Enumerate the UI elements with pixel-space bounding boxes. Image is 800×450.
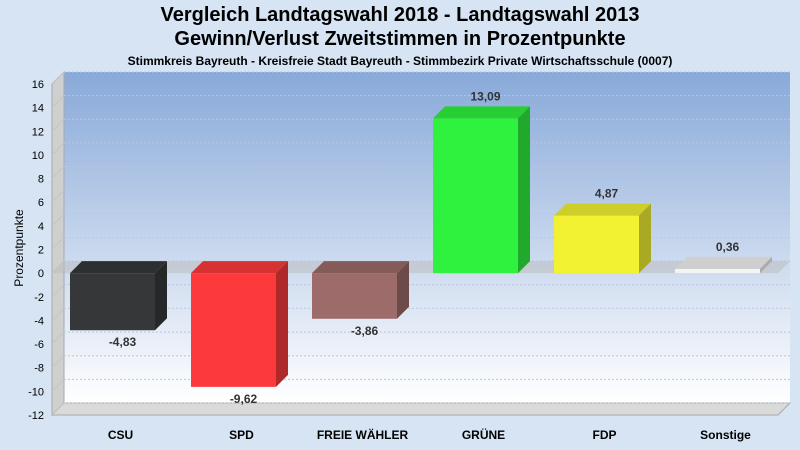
bar-top <box>312 261 409 274</box>
bar-side <box>276 261 288 387</box>
bar <box>554 215 639 274</box>
gridline-side <box>51 355 65 369</box>
bar <box>433 118 518 274</box>
x-tick-label: FREIE WÄHLER <box>317 427 409 442</box>
gridline-side <box>51 166 65 179</box>
bar-value-label: 13,09 <box>470 89 500 103</box>
y-tick-label: -6 <box>34 339 44 351</box>
y-tick-label: 6 <box>38 197 44 209</box>
gridline-side <box>51 237 65 250</box>
y-tick-label: -8 <box>34 363 44 375</box>
y-tick-label: -10 <box>28 386 44 398</box>
bar-side <box>639 203 651 274</box>
chart-subtitle: Gewinn/Verlust Zweitstimmen in Prozentpu… <box>174 28 626 50</box>
gridline-side <box>51 331 65 345</box>
bar-value-label: 0,36 <box>716 240 740 254</box>
y-tick-label: 12 <box>32 126 44 138</box>
bar <box>70 273 155 331</box>
bar-side <box>760 256 772 274</box>
y-tick-label: 16 <box>32 79 44 91</box>
y-tick-label: 14 <box>32 103 44 115</box>
gridline-side <box>51 308 65 321</box>
x-tick-label: SPD <box>229 428 254 442</box>
y-tick-label: 10 <box>32 150 44 162</box>
bar-value-label: -3,86 <box>351 324 379 338</box>
bar-top <box>554 203 651 216</box>
bar-side <box>155 261 167 331</box>
y-tick-label: 4 <box>38 221 44 233</box>
x-tick-label: GRÜNE <box>462 427 505 442</box>
bar-top <box>675 256 772 269</box>
gridline-side <box>51 95 65 108</box>
gridline-side <box>51 71 65 85</box>
chart-subsubtitle: Stimmkreis Bayreuth - Kreisfreie Stadt B… <box>127 54 673 68</box>
bar-value-label: -4,83 <box>109 335 137 349</box>
bar <box>312 273 397 319</box>
plot-floor <box>50 402 792 416</box>
gridline-side <box>51 379 65 392</box>
bar-value-label: 4,87 <box>595 187 619 201</box>
chart-title: Vergleich Landtagswahl 2018 - Landtagswa… <box>160 4 640 26</box>
bar-side <box>397 261 409 319</box>
y-axis-label: Prozentpunkte <box>12 209 26 287</box>
gridline-side <box>51 142 65 156</box>
y-tick-label: -2 <box>34 292 44 304</box>
y-tick-label: 2 <box>38 245 44 257</box>
gridline-side <box>51 189 65 203</box>
bar <box>675 268 760 274</box>
gridline-side <box>51 284 65 298</box>
bar-side <box>518 106 530 274</box>
bar <box>191 273 276 387</box>
bar-top <box>433 106 530 119</box>
x-tick-label: FDP <box>593 428 617 442</box>
gridline-side <box>51 402 65 416</box>
gridline-side <box>51 213 65 227</box>
x-tick-label: CSU <box>108 428 133 442</box>
x-tick-label: Sonstige <box>700 428 751 442</box>
y-tick-label: -4 <box>34 315 44 327</box>
bar-value-label: -9,62 <box>230 392 258 406</box>
y-tick-label: -12 <box>28 410 44 422</box>
y-tick-label: 0 <box>38 268 44 280</box>
bar-top <box>70 261 167 274</box>
bar-top <box>191 261 288 274</box>
gridline-side <box>51 118 65 132</box>
y-tick-label: 8 <box>38 174 44 186</box>
